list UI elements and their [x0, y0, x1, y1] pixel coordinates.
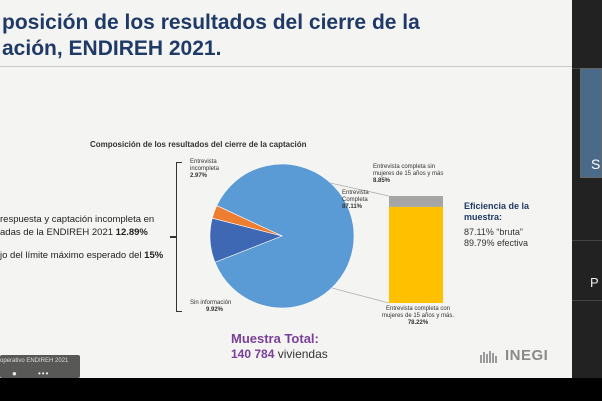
bracket-tick	[170, 236, 177, 238]
participant-initial-p: P	[590, 275, 599, 290]
muestra-value: 140 784 viviendas	[231, 347, 328, 361]
slide-title-line-1: posición de los resultados del cierre de…	[2, 11, 420, 34]
side-video-panel	[572, 0, 602, 378]
participant-initial-s: S	[591, 156, 601, 172]
connector-line-1	[329, 182, 390, 197]
inegi-logo-text: INEGI	[505, 347, 549, 364]
presentation-slide: posición de los resultados del cierre de…	[0, 0, 572, 378]
left-text-1a: respuesta y captación incompleta en	[0, 214, 155, 225]
label-sin-mujeres-value: 8.85%	[373, 178, 391, 184]
left-text-2: jo del límite máximo esperado del	[0, 250, 142, 261]
slide-title: posición de los resultados del cierre de…	[2, 10, 420, 62]
more-options-icon[interactable]: •••	[38, 369, 50, 378]
label-incompleta-value: 2.97%	[190, 173, 208, 179]
muestra-number: 140 784	[231, 347, 275, 361]
left-text-1b: adas de la ENDIREH 2021	[0, 227, 114, 238]
meeting-footer	[0, 355, 80, 378]
left-text-1b-value: 12.89%	[115, 227, 148, 238]
left-text-line-2: adas de la ENDIREH 2021 12.89%	[0, 227, 148, 238]
bar-segment-2	[389, 196, 443, 207]
inegi-logo-icon	[480, 351, 497, 363]
muestra-unit: viviendas	[277, 347, 328, 361]
label-con-mujeres-title: Entrevista completa con mujeres de 15 añ…	[381, 306, 455, 319]
label-sin-mujeres-title: Entrevista completa sin mujeres de 15 añ…	[373, 164, 444, 177]
slide-title-line-2: ación, ENDIREH 2021.	[2, 37, 222, 60]
label-incompleta: Entrevista incompleta 2.97%	[190, 159, 236, 180]
left-text-line-3: jo del límite máximo esperado del 15%	[0, 250, 163, 261]
title-divider	[0, 66, 572, 67]
eficiencia-bruta: 87.11% “bruta”	[464, 227, 523, 237]
chart-title: Composición de los resultados del cierre…	[90, 140, 307, 149]
pie-slice-3	[211, 205, 283, 237]
eficiencia-title: Eficiencia de la muestra:	[464, 201, 530, 222]
pie-of-bar-chart	[209, 163, 443, 309]
label-sin-info-title: Sin información	[190, 300, 232, 306]
label-con-mujeres-value: 78.22%	[407, 320, 429, 326]
label-sin-info: Sin información 9.92%	[190, 300, 231, 314]
label-con-mujeres: Entrevista completa con mujeres de 15 añ…	[376, 306, 460, 327]
connector-line-2	[331, 287, 390, 304]
label-incompleta-title: Entrevista incompleta	[190, 159, 220, 172]
left-text-line-1: respuesta y captación incompleta en	[0, 214, 154, 225]
label-sin-mujeres: Entrevista completa sin mujeres de 15 añ…	[373, 164, 455, 185]
muestra-title: Muestra Total:	[231, 331, 319, 346]
pie-slice-1	[214, 163, 355, 309]
label-completa: Entrevista Completa 87.11%	[342, 190, 378, 211]
bar-segment-1	[389, 206, 443, 303]
panel-divider-bottom	[572, 300, 602, 301]
panel-divider-mid	[572, 240, 602, 241]
label-completa-title: Entrevista Completa	[342, 190, 369, 203]
participant-icon[interactable]: ●	[12, 369, 17, 378]
footer-caption: operativo ENDIREH 2021	[0, 358, 69, 364]
label-completa-value: 87.11%	[342, 204, 363, 210]
left-text-2-value: 15%	[144, 250, 164, 261]
label-sin-info-value: 9.92%	[206, 307, 224, 313]
bottom-bar	[0, 378, 602, 401]
eficiencia-efectiva: 89.79% efectiva	[464, 238, 529, 248]
